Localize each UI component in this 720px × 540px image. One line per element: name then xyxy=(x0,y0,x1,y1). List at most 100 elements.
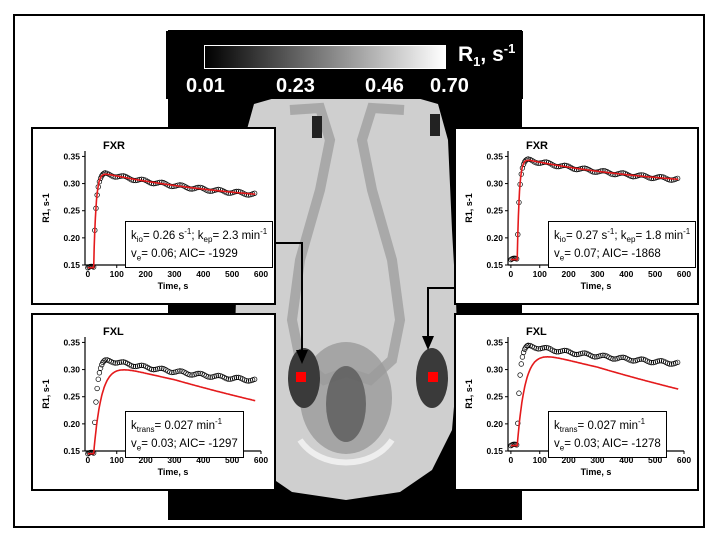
fit-parameters-annotation: kio= 0.26 s-1; kep= 2.3 min-1 ve= 0.06; A… xyxy=(125,221,274,269)
x-tick-label: 600 xyxy=(677,455,691,465)
data-point xyxy=(215,372,221,379)
data-point xyxy=(213,373,219,379)
data-point xyxy=(656,174,663,180)
x-tick-label: 600 xyxy=(254,269,268,279)
data-point xyxy=(177,182,183,188)
y-axis-label: R1, s-1 xyxy=(464,379,474,409)
data-point xyxy=(189,186,195,192)
x-tick-label: 400 xyxy=(619,269,633,279)
data-point xyxy=(148,366,155,373)
data-point xyxy=(167,369,173,375)
x-axis-label: Time, s xyxy=(581,467,612,477)
data-point xyxy=(516,390,522,396)
data-point xyxy=(600,352,606,358)
annotation-line: kio= 0.27 s-1; kep= 1.8 min-1 xyxy=(554,227,691,245)
panel-title: FXR xyxy=(526,140,548,152)
annotation-line: ve= 0.06; AIC= -1929 xyxy=(131,248,238,263)
x-tick-label: 100 xyxy=(533,455,547,465)
data-point xyxy=(136,362,143,369)
x-axis-label: Time, s xyxy=(158,281,189,291)
data-point xyxy=(110,360,116,366)
x-tick-label: 200 xyxy=(138,455,152,465)
data-point xyxy=(648,359,655,366)
panel-fxl-left: 0.15 0.20 0.25 0.30 0.35 0 100 200 300 400 500 600 T… xyxy=(31,313,276,491)
annotation-line: ve= 0.07; AIC= -1868 xyxy=(554,248,661,263)
data-point xyxy=(169,369,175,376)
data-point xyxy=(519,354,526,360)
roi-marker-left xyxy=(296,372,306,382)
data-point xyxy=(151,181,157,187)
fit-parameters-annotation: ktrans= 0.027 min-1 ve= 0.03; AIC= -1278 xyxy=(548,411,667,459)
x-tick-label: 300 xyxy=(167,455,181,465)
y-axis-label: R1, s-1 xyxy=(464,193,474,223)
data-point xyxy=(189,372,195,378)
y-tick-label: 0.35 xyxy=(63,151,80,161)
data-point xyxy=(592,169,598,175)
data-point xyxy=(610,171,616,178)
x-axis-label: Time, s xyxy=(581,281,612,291)
data-point xyxy=(205,188,211,194)
data-point xyxy=(245,378,252,384)
y-tick-label: 0.30 xyxy=(486,365,503,375)
data-point xyxy=(590,353,596,360)
data-point xyxy=(638,172,644,178)
panel-fxl-right: 0.15 0.20 0.25 0.30 0.35 0 100 200 300 400 500 600 T… xyxy=(454,313,699,491)
data-point xyxy=(243,378,250,384)
data-point xyxy=(561,347,568,354)
x-tick-label: 100 xyxy=(110,455,124,465)
x-tick-label: 0 xyxy=(509,455,514,465)
data-point xyxy=(138,362,145,368)
data-point xyxy=(252,376,258,382)
arrow-right xyxy=(427,287,456,342)
y-tick-label: 0.35 xyxy=(486,337,503,347)
y-tick-label: 0.25 xyxy=(486,206,503,216)
y-axis-label: R1, s-1 xyxy=(41,193,51,223)
data-point xyxy=(535,160,541,166)
colorbar-gradient xyxy=(204,45,446,69)
x-tick-label: 100 xyxy=(110,269,124,279)
colorbar-tick: 0.01 xyxy=(186,75,225,97)
arrow-left xyxy=(276,242,303,356)
x-tick-label: 400 xyxy=(196,455,210,465)
fit-parameters-annotation: kio= 0.27 s-1; kep= 1.8 min-1 ve= 0.07; A… xyxy=(548,221,697,269)
data-point xyxy=(132,363,139,370)
panel-fxr-left: 0.15 0.20 0.25 0.30 0.35 0 100 200 300 400 500 600 T… xyxy=(31,127,276,305)
fit-curve xyxy=(510,356,679,447)
x-tick-label: 600 xyxy=(254,455,268,465)
data-point xyxy=(157,365,163,372)
x-tick-label: 100 xyxy=(533,269,547,279)
data-point xyxy=(169,183,175,190)
y-tick-label: 0.20 xyxy=(486,233,503,243)
fit-curve xyxy=(510,159,679,261)
annotation-line: ktrans= 0.027 min-1 xyxy=(131,417,223,435)
data-point xyxy=(93,399,99,405)
data-point xyxy=(112,360,118,366)
data-point xyxy=(646,359,653,365)
data-point xyxy=(243,192,250,198)
x-axis-label: Time, s xyxy=(158,467,189,477)
data-point xyxy=(541,345,548,351)
x-tick-label: 400 xyxy=(619,455,633,465)
data-point xyxy=(153,366,159,373)
x-tick-label: 500 xyxy=(225,455,239,465)
data-point xyxy=(118,359,125,365)
plot-fxr-left: 0.15 0.20 0.25 0.30 0.35 0 100 200 300 400 500 600 T… xyxy=(41,140,268,291)
data-point xyxy=(630,174,636,180)
data-point xyxy=(94,385,100,392)
plot-fxl-left: 0.15 0.20 0.25 0.30 0.35 0 100 200 300 400 500 600 T… xyxy=(41,326,268,477)
data-point xyxy=(207,374,213,380)
colorbar-tick: 0.23 xyxy=(276,75,315,97)
data-point xyxy=(517,372,523,378)
annotation-line: ve= 0.03; AIC= -1278 xyxy=(554,438,661,453)
data-point xyxy=(571,351,578,357)
data-point xyxy=(95,376,101,382)
data-point xyxy=(515,420,521,426)
data-point xyxy=(539,345,545,351)
data-point xyxy=(130,177,137,184)
data-point xyxy=(155,366,161,372)
colorbar-title: R1, s-1 xyxy=(458,41,516,70)
panel-title: FXL xyxy=(526,326,547,338)
data-point xyxy=(628,173,634,180)
y-tick-label: 0.20 xyxy=(63,233,80,243)
y-tick-label: 0.15 xyxy=(486,446,503,456)
